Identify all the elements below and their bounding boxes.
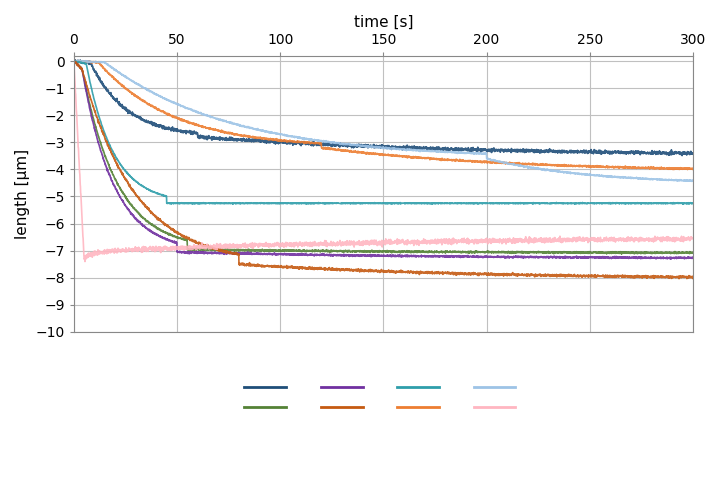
Y-axis label: length [µm]: length [µm] [15,148,30,239]
X-axis label: time [s]: time [s] [353,15,413,30]
Legend: , , , , , , , : , , , , , , , [239,375,528,421]
